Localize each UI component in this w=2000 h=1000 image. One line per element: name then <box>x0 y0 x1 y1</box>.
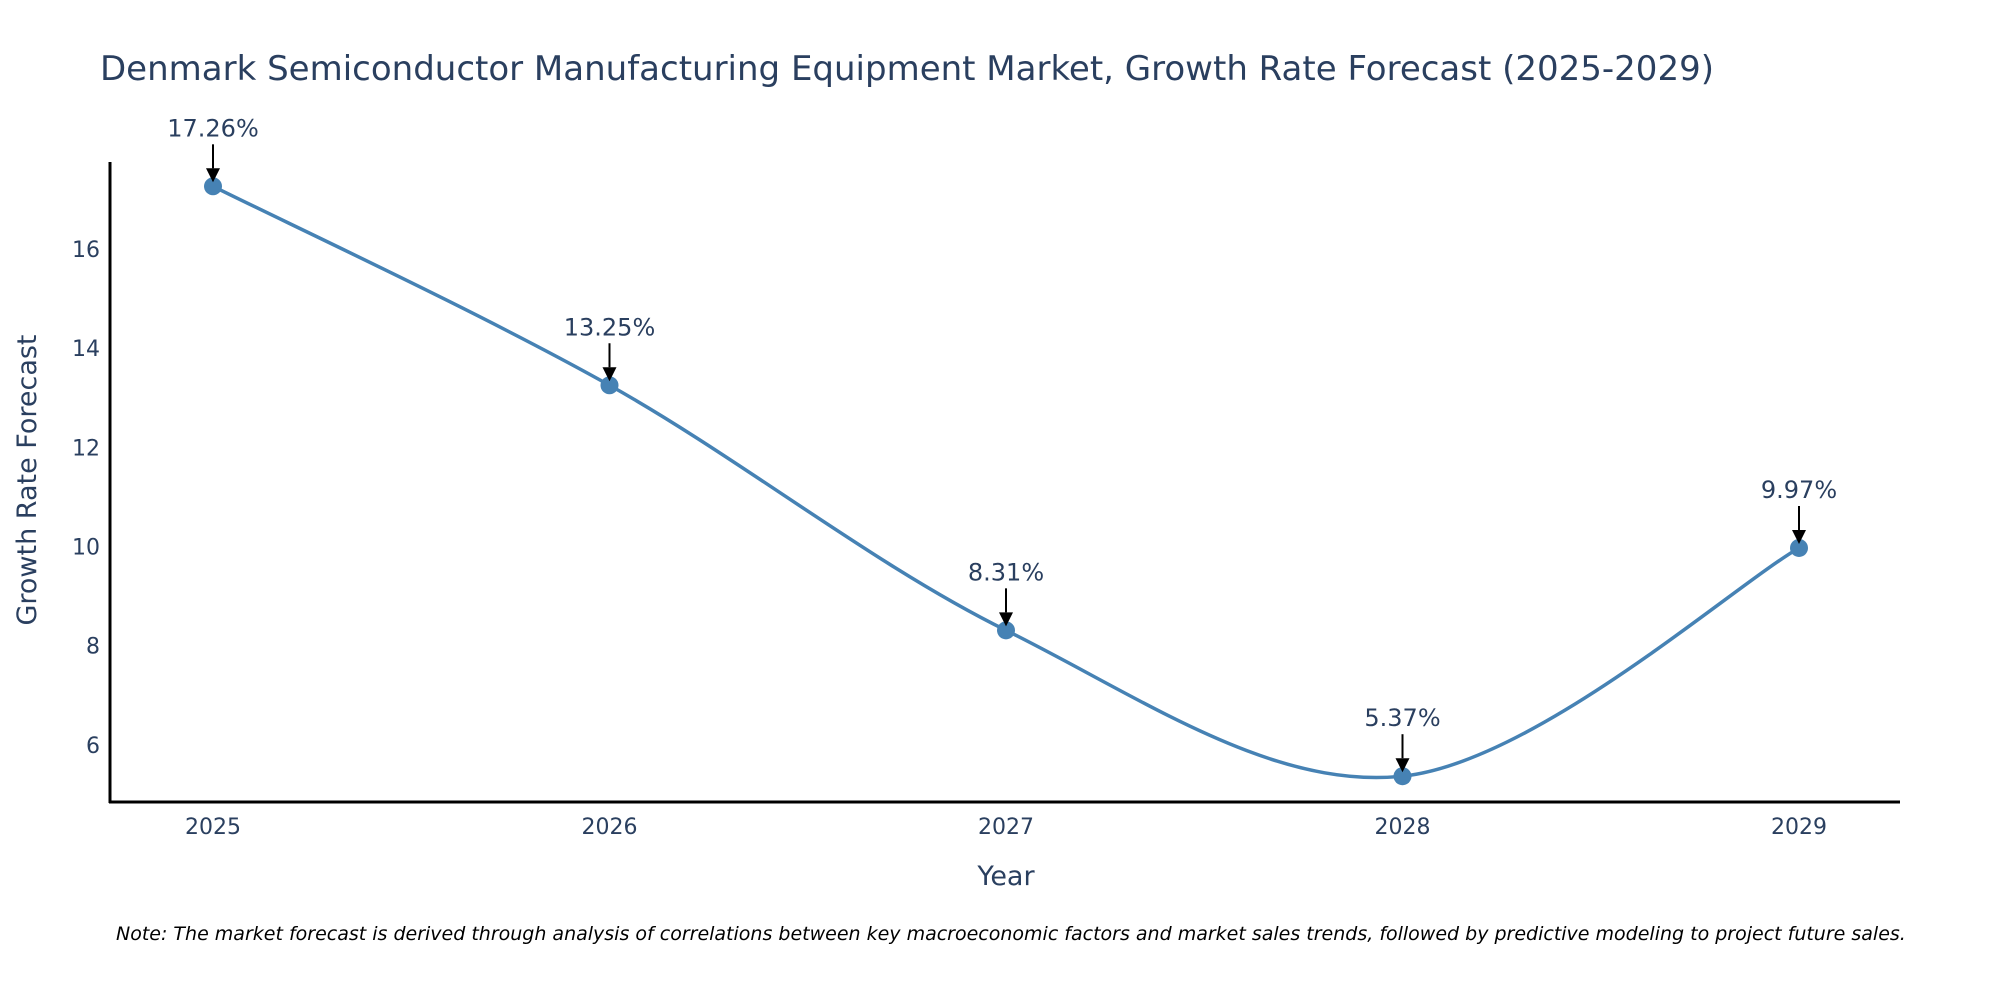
chart-note: Note: The market forecast is derived thr… <box>116 923 1906 945</box>
annotation-arrow-head <box>206 168 220 183</box>
series-line <box>212 184 1800 780</box>
y-tick-label: 8 <box>86 635 100 660</box>
y-tick-label: 14 <box>72 337 100 362</box>
x-tick-label: 2025 <box>185 815 241 840</box>
data-label: 9.97% <box>1761 476 1837 504</box>
annotation-arrow-head <box>1395 758 1410 773</box>
annotation-arrow-head <box>602 367 617 382</box>
data-label: 13.25% <box>564 313 656 341</box>
data-point <box>1790 538 1808 557</box>
y-tick-label: 16 <box>72 238 100 263</box>
data-point <box>1393 767 1412 786</box>
data-point <box>997 621 1015 640</box>
y-tick-label: 12 <box>72 436 100 461</box>
plot-area: 6 8 10 12 14 16 2025 2026 2027 2028 2029 17.26% 13.2… <box>72 114 1900 840</box>
y-tick-label: 10 <box>72 535 100 560</box>
x-axis-title: Year <box>976 861 1035 892</box>
data-label: 17.26% <box>167 114 259 142</box>
data-label: 8.31% <box>968 558 1044 586</box>
x-tick-label: 2029 <box>1771 815 1827 840</box>
annotation-arrow-head <box>999 612 1013 627</box>
data-label: 5.37% <box>1364 704 1440 732</box>
x-tick-label: 2027 <box>978 815 1034 840</box>
y-tick-label: 6 <box>86 734 100 759</box>
data-point <box>600 376 619 395</box>
data-point <box>204 177 222 196</box>
annotation-arrow-head <box>1792 529 1806 544</box>
y-axis-title: Growth Rate Forecast <box>12 334 43 625</box>
x-tick-label: 2026 <box>582 815 638 840</box>
chart-title: Denmark Semiconductor Manufacturing Equi… <box>100 49 1714 89</box>
x-tick-label: 2028 <box>1375 815 1431 840</box>
